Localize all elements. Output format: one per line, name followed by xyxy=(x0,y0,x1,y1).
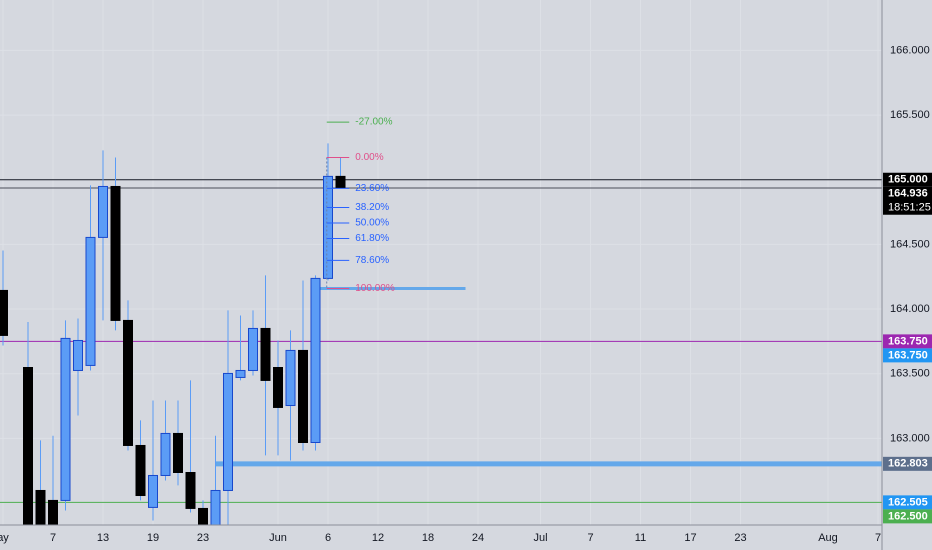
candle-body xyxy=(123,319,133,446)
x-tick-label: 23 xyxy=(197,532,209,544)
x-tick-label: 19 xyxy=(147,532,159,544)
plot-area: -27.00% 0.00% 23.60% 38.20% 50.00% 61.80% 78.6… xyxy=(0,117,882,525)
candle-body xyxy=(198,507,208,525)
x-tick-label: Jul xyxy=(533,532,547,544)
candle-body xyxy=(335,175,346,189)
candle-body xyxy=(210,489,221,525)
candle-body xyxy=(235,369,246,378)
candle-body xyxy=(310,277,321,444)
candle-body xyxy=(285,349,296,407)
x-tick-label: 18 xyxy=(422,532,434,544)
price-label: 162.803 xyxy=(888,458,928,470)
x-tick-label: ay xyxy=(0,532,9,544)
candle-body xyxy=(85,236,96,366)
x-tick-label: Aug xyxy=(818,532,838,544)
price-label: 165.000 xyxy=(888,174,928,186)
candle-body xyxy=(173,432,183,473)
candle-body xyxy=(73,339,83,371)
price-label-box xyxy=(883,172,932,187)
x-tick-label: 23 xyxy=(734,532,746,544)
candle-body xyxy=(273,367,283,408)
x-tick-label: 7 xyxy=(587,532,593,544)
x-tick-label: 7 xyxy=(875,532,881,544)
y-tick-label: 164.000 xyxy=(890,303,930,315)
candle-body xyxy=(23,367,33,525)
x-tick-label: Jun xyxy=(269,532,287,544)
candle-body xyxy=(260,327,271,381)
x-tick-label: 13 xyxy=(97,532,109,544)
fib-label: 61.80% xyxy=(355,233,389,244)
price-label-box xyxy=(883,334,932,349)
candle-body xyxy=(135,444,146,497)
x-tick-label: 12 xyxy=(372,532,384,544)
candle-body xyxy=(35,489,46,525)
y-tick-label: 165.500 xyxy=(890,109,930,121)
price-label: 162.500 xyxy=(888,510,928,522)
price-label: 163.750 xyxy=(888,349,928,361)
x-tick-label: 7 xyxy=(50,532,56,544)
fib-label: 0.00% xyxy=(355,152,383,163)
x-tick-label: 17 xyxy=(684,532,696,544)
axes: 166.000 165.500 165.000 164.500 164.000 163.5… xyxy=(0,44,932,544)
y-tick-label: 163.000 xyxy=(890,432,930,444)
x-tick-label: 24 xyxy=(472,532,484,544)
fib-label: 50.00% xyxy=(355,218,389,229)
candle-body xyxy=(98,185,108,238)
x-tick-label: 6 xyxy=(325,532,331,544)
price-label-box xyxy=(883,495,932,510)
x-tick-label: 11 xyxy=(635,532,646,544)
candle-body xyxy=(60,337,71,501)
fib-label: -27.00% xyxy=(355,117,392,128)
fib-label: 38.20% xyxy=(355,202,389,213)
candle-body xyxy=(248,327,258,371)
candle-body xyxy=(323,175,333,279)
y-tick-label: 163.500 xyxy=(890,368,930,380)
y-tick-label: 166.000 xyxy=(890,44,930,56)
candle-body xyxy=(298,349,308,443)
fib-label: 23.60% xyxy=(355,183,389,194)
price-label: 164.936 xyxy=(888,188,928,200)
fib-label: 78.60% xyxy=(355,255,389,266)
candle-body xyxy=(110,185,121,321)
candle-body xyxy=(148,474,158,508)
candle-body xyxy=(223,372,233,491)
price-label-box xyxy=(883,509,932,524)
price-label: 163.750 xyxy=(888,335,928,347)
candle-body xyxy=(160,432,171,476)
candle-body xyxy=(0,289,9,336)
price-label-box xyxy=(883,348,932,363)
price-label-box xyxy=(883,456,932,471)
price-label: 162.505 xyxy=(888,496,928,508)
y-tick-label: 164.500 xyxy=(890,238,930,250)
countdown: 18:51:25 xyxy=(888,202,931,214)
candle-body xyxy=(185,472,196,509)
candle-body xyxy=(48,499,58,525)
price-label-box xyxy=(883,186,932,215)
fib-label: 100.00% xyxy=(355,283,395,294)
